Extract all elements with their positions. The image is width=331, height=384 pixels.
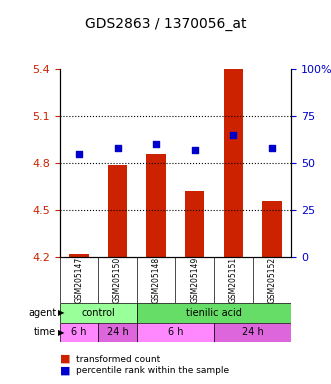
Bar — [146, 154, 166, 257]
Text: GSM205149: GSM205149 — [190, 257, 199, 303]
Text: tienilic acid: tienilic acid — [186, 308, 242, 318]
Bar — [224, 69, 243, 257]
FancyBboxPatch shape — [60, 303, 137, 323]
Text: control: control — [81, 308, 115, 318]
Text: ■: ■ — [60, 354, 70, 364]
Text: transformed count: transformed count — [76, 354, 161, 364]
Text: GSM205151: GSM205151 — [229, 257, 238, 303]
Point — [269, 145, 275, 151]
Point — [76, 151, 81, 157]
Bar — [262, 201, 282, 257]
Text: agent: agent — [28, 308, 56, 318]
Text: 24 h: 24 h — [242, 327, 263, 337]
Text: time: time — [34, 327, 56, 337]
Point — [231, 132, 236, 138]
FancyBboxPatch shape — [98, 323, 137, 342]
Text: GSM205152: GSM205152 — [267, 257, 276, 303]
Bar — [108, 165, 127, 257]
Bar — [185, 191, 204, 257]
Text: GDS2863 / 1370056_at: GDS2863 / 1370056_at — [85, 17, 246, 31]
Bar — [69, 254, 88, 257]
FancyBboxPatch shape — [137, 303, 291, 323]
Text: GSM205150: GSM205150 — [113, 257, 122, 303]
Text: ■: ■ — [60, 366, 70, 376]
Text: 24 h: 24 h — [107, 327, 128, 337]
FancyBboxPatch shape — [137, 323, 214, 342]
Text: GSM205148: GSM205148 — [152, 257, 161, 303]
FancyBboxPatch shape — [60, 323, 98, 342]
Text: GSM205147: GSM205147 — [74, 257, 83, 303]
Point — [192, 147, 197, 153]
Point — [154, 141, 159, 147]
Text: ▶: ▶ — [58, 328, 65, 337]
Text: 6 h: 6 h — [71, 327, 87, 337]
Point — [115, 145, 120, 151]
Text: ▶: ▶ — [58, 308, 65, 318]
FancyBboxPatch shape — [214, 323, 291, 342]
Text: 6 h: 6 h — [168, 327, 183, 337]
Text: percentile rank within the sample: percentile rank within the sample — [76, 366, 229, 375]
